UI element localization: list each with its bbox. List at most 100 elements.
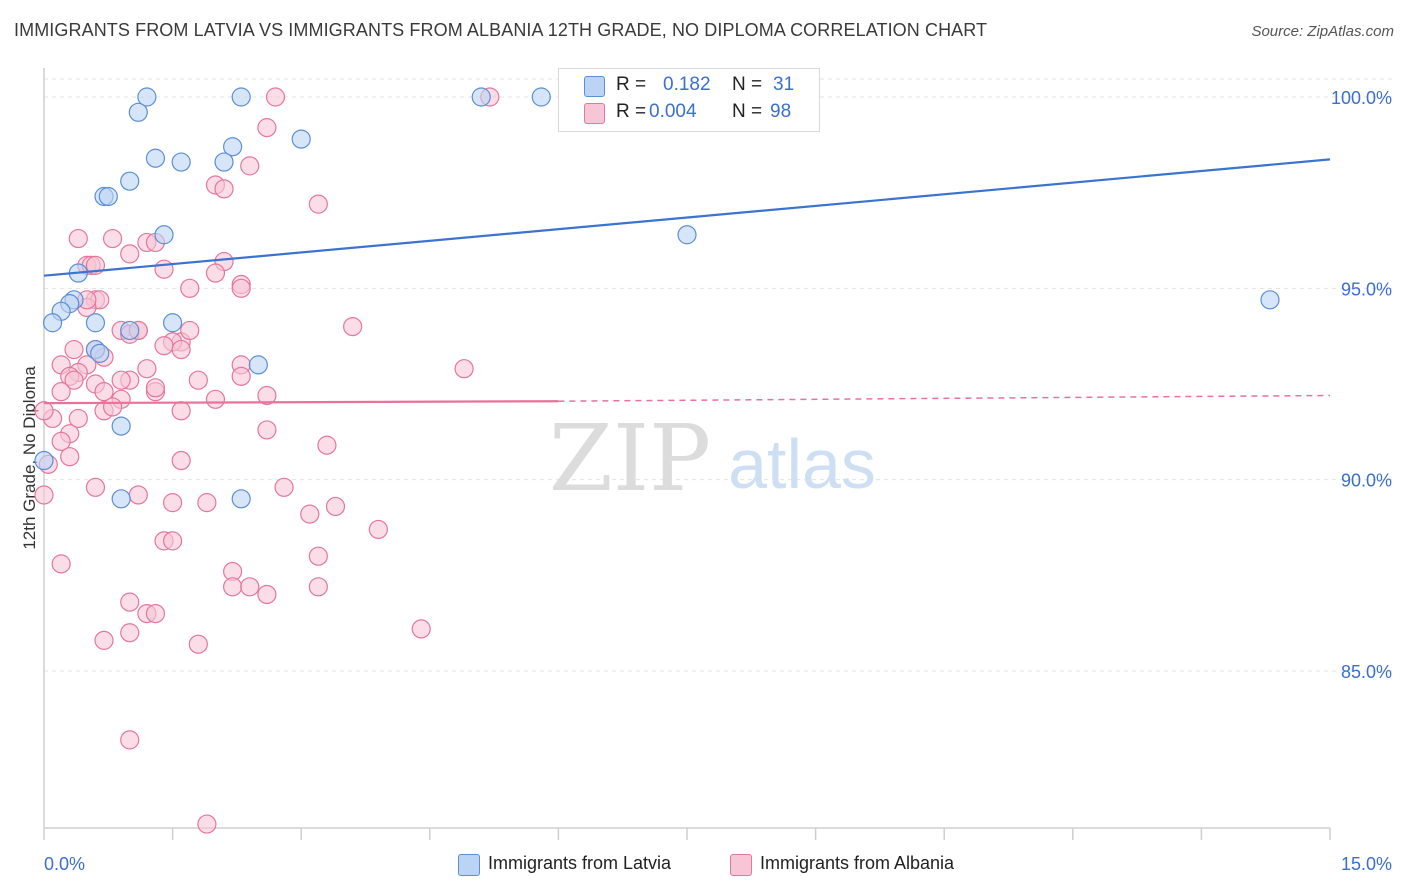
data-point: [231, 87, 251, 107]
latvia-r-label: R =: [616, 74, 647, 95]
source-credit: Source: ZipAtlas.com: [1251, 23, 1394, 40]
watermark-zip: ZIP: [549, 405, 711, 512]
latvia-legend-swatch: [458, 854, 480, 876]
data-point: [64, 370, 84, 390]
data-point: [197, 814, 217, 834]
data-point: [248, 355, 268, 375]
albania-n-value: 98: [770, 101, 792, 122]
data-point: [231, 489, 251, 509]
data-point: [51, 554, 71, 574]
data-point: [145, 603, 166, 624]
data-point: [111, 370, 131, 390]
data-point: [240, 577, 260, 597]
data-point: [34, 485, 54, 505]
data-point: [145, 378, 166, 398]
latvia-points: [34, 87, 1280, 509]
data-point: [111, 416, 131, 436]
data-point: [42, 313, 63, 333]
data-point: [257, 118, 277, 138]
data-point: [180, 278, 200, 298]
latvia-n-value: 31: [773, 74, 795, 95]
data-point: [137, 87, 157, 107]
data-point: [231, 366, 251, 386]
data-point: [223, 577, 243, 597]
data-point: [257, 385, 277, 406]
data-point: [68, 228, 88, 249]
data-point: [265, 87, 286, 107]
albania-legend-swatch: [730, 854, 752, 876]
data-point: [68, 408, 88, 429]
latvia-n-label: N =: [732, 74, 763, 95]
data-point: [163, 493, 183, 513]
data-point: [98, 186, 118, 207]
data-point: [240, 156, 260, 176]
data-point: [1260, 290, 1280, 310]
albania-r-label: R =: [616, 101, 647, 122]
latvia-swatch: [584, 76, 605, 97]
data-point: [214, 152, 234, 172]
y-tick-label: 100.0%: [1331, 88, 1392, 108]
data-point: [343, 317, 363, 337]
data-point: [214, 179, 234, 199]
data-point: [531, 87, 551, 107]
data-point: [188, 634, 208, 654]
data-point: [308, 546, 328, 566]
latvia-legend-label: Immigrants from Latvia: [488, 853, 672, 873]
data-point: [102, 397, 123, 417]
latvia-r-value: 0.182: [663, 74, 711, 95]
data-point: [205, 263, 226, 283]
albania-trend-line: [43, 400, 559, 405]
y-tick-label: 90.0%: [1341, 471, 1392, 491]
data-point: [64, 339, 84, 360]
data-point: [171, 401, 191, 421]
data-point: [171, 450, 191, 471]
data-point: [111, 489, 131, 509]
data-point: [454, 359, 474, 379]
data-point: [300, 504, 320, 524]
data-point: [317, 435, 337, 455]
data-point: [94, 630, 114, 650]
data-point: [120, 320, 140, 341]
albania-r-value: 0.004: [649, 101, 697, 122]
data-point: [154, 259, 174, 279]
data-point: [205, 389, 226, 409]
data-point: [180, 320, 200, 341]
correlation-legend: R = 0.182 N = 31 R = 0.004 N = 98: [558, 68, 820, 132]
data-point: [85, 477, 106, 497]
data-point: [145, 148, 166, 168]
data-point: [308, 577, 328, 597]
data-point: [677, 225, 697, 245]
data-point: [34, 450, 54, 471]
data-point: [308, 194, 328, 214]
data-point: [120, 171, 140, 191]
data-point: [102, 228, 123, 249]
data-point: [51, 431, 71, 451]
data-point: [171, 339, 191, 360]
data-point: [163, 531, 183, 551]
data-point: [274, 477, 294, 497]
data-point: [90, 343, 110, 363]
watermark: ZIP atlas: [549, 405, 876, 512]
albania-legend-label: Immigrants from Albania: [760, 853, 955, 873]
watermark-atlas: atlas: [728, 425, 876, 503]
data-point: [94, 382, 114, 402]
data-point: [231, 278, 251, 298]
y-tick-label: 95.0%: [1341, 279, 1392, 299]
data-point: [120, 623, 140, 643]
y-tick-label: 85.0%: [1341, 662, 1392, 682]
latvia-trend-line: [43, 158, 1331, 277]
data-point: [137, 359, 157, 379]
data-point: [325, 496, 346, 517]
data-point: [120, 244, 140, 264]
data-point: [188, 370, 208, 390]
albania-points: [34, 87, 500, 834]
data-point: [128, 102, 148, 122]
axes: [43, 68, 1331, 840]
data-point: [471, 87, 491, 107]
data-point: [34, 401, 54, 421]
data-point: [171, 152, 191, 172]
data-point: [411, 619, 431, 639]
x-tick-label: 0.0%: [44, 854, 85, 874]
albania-n-label: N =: [732, 101, 763, 122]
